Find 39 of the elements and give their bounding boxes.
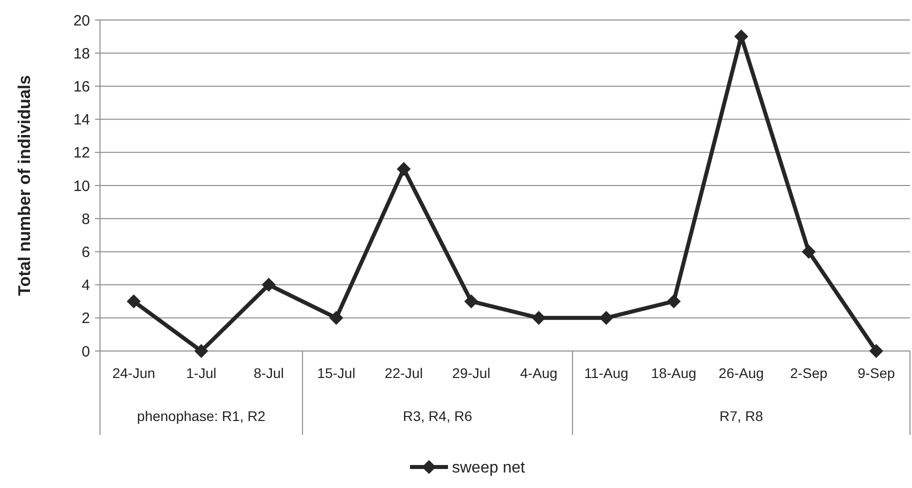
y-tick-label: 12 <box>73 144 90 162</box>
text: phenophase: R1, R2 <box>137 408 266 424</box>
y-tick-label: 6 <box>82 244 90 261</box>
x-tick-label: 26-Aug <box>718 365 764 381</box>
point <box>599 310 614 325</box>
point <box>194 344 208 358</box>
x-tick-label: 18-Aug <box>651 365 696 381</box>
y-tick-label: 20 <box>73 12 90 30</box>
y-tick-label: 4 <box>82 277 90 294</box>
x-tick-label: 4-Aug <box>520 365 558 381</box>
x-tick-label: 9-Sep <box>858 365 896 381</box>
point <box>869 344 884 358</box>
point <box>262 278 276 292</box>
point <box>126 294 141 308</box>
point <box>464 294 478 308</box>
text: R3, R4, R6 <box>402 408 472 424</box>
y-tick-label: 16 <box>73 78 90 96</box>
point <box>532 310 546 325</box>
y-tick-label: 2 <box>82 310 90 328</box>
y-axis-title: Total number of individuals <box>15 75 34 296</box>
x-tick-label: 22-Jul <box>384 365 423 381</box>
y-tick-label: 0 <box>82 343 90 360</box>
x-tick-label: 24-Jun <box>112 365 156 381</box>
point <box>396 162 411 176</box>
y-tick-label: 14 <box>73 112 90 129</box>
x-tick-label: 11-Aug <box>584 365 628 381</box>
legend-label: sweep net <box>452 460 526 477</box>
x-tick-label: 1-Jul <box>186 365 216 381</box>
point <box>802 244 816 259</box>
point <box>329 310 344 325</box>
y-tick-label: 10 <box>73 178 90 195</box>
x-tick-label: 2-Sep <box>790 365 828 381</box>
point <box>666 294 681 308</box>
y-tick-label: 18 <box>73 45 90 62</box>
x-tick-label: 29-Jul <box>452 365 490 381</box>
text: R7, R8 <box>719 408 764 424</box>
y-tick-label: 8 <box>82 210 90 228</box>
x-tick-label: 8-Jul <box>254 365 284 381</box>
x-tick-label: 15-Jul <box>317 365 356 381</box>
